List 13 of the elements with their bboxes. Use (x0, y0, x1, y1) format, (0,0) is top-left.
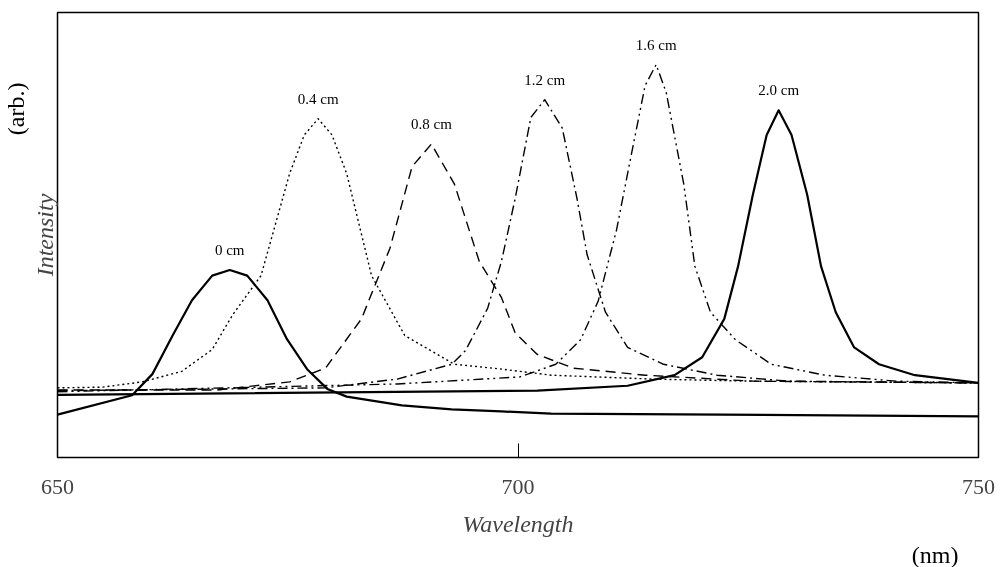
series-label: 2.0 cm (758, 82, 800, 99)
text: (arb.) (2, 82, 29, 136)
x-tick-label: 700 (501, 473, 535, 499)
series-label: 1.2 cm (524, 71, 566, 88)
series-label: 0.8 cm (411, 116, 453, 133)
series-label: 0 cm (214, 242, 245, 258)
x-axis-title: Wavelength (462, 510, 574, 537)
series-label: 0.4 cm (297, 90, 339, 107)
y-axis-title: Intensity (31, 193, 58, 278)
x-tick-label: 750 (962, 473, 995, 499)
x-tick-label: 650 (41, 473, 74, 499)
series-label: 1.6 cm (635, 36, 677, 53)
text: (nm) (911, 541, 959, 567)
